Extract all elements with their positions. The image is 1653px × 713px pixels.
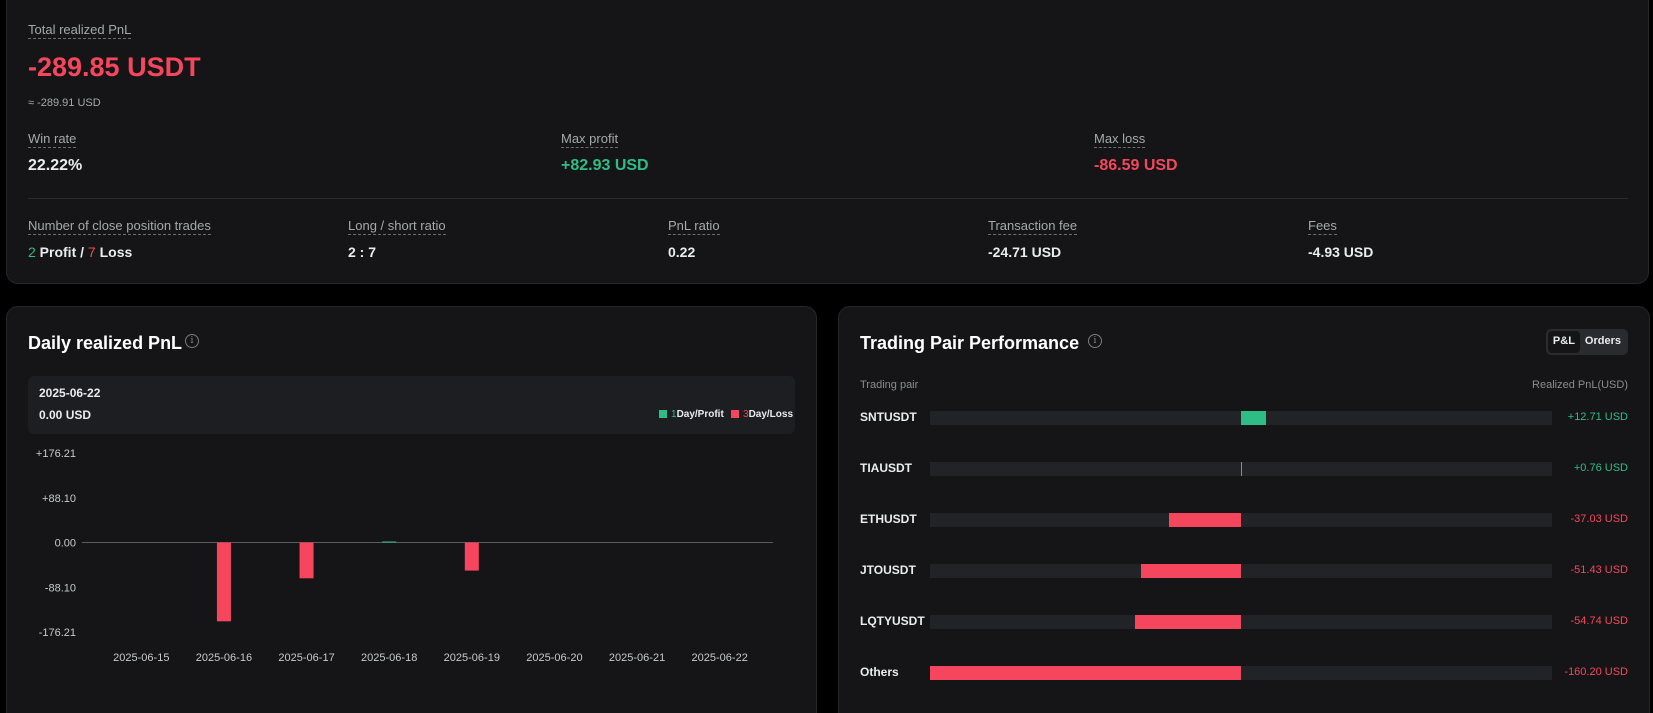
pair-bar-fill	[1241, 411, 1266, 425]
close-trades-value: 2 Profit / 7 Loss	[28, 244, 132, 260]
total-realized-pnl-label[interactable]: Total realized PnL	[28, 22, 132, 39]
daily-pnl-chart[interactable]: +176.21 +88.10 0.00 -88.10 -176.21 2025-06-15…	[7, 437, 818, 667]
toggle-orders[interactable]: Orders	[1584, 335, 1621, 347]
max-loss-label[interactable]: Max loss	[1094, 131, 1146, 148]
pl-orders-toggle: P&L Orders	[1545, 329, 1628, 355]
trading-pair-title: Trading Pair Performance	[860, 333, 1080, 353]
tooltip-value: 0.00 USD	[39, 408, 92, 422]
pnl-bar	[382, 541, 397, 543]
pair-bar-track	[930, 615, 1552, 629]
legend-profit[interactable]: 1Day/Profit	[659, 409, 724, 420]
pair-name[interactable]: Others	[860, 665, 899, 679]
tooltip-date: 2025-06-22	[39, 386, 101, 400]
x-tick-label: 2025-06-15	[113, 652, 169, 664]
summary-divider	[28, 198, 1628, 199]
pair-pnl-value: -54.74 USD	[1570, 615, 1628, 627]
profit-trades-count: 2	[28, 244, 36, 260]
fees-label[interactable]: Fees	[1308, 218, 1337, 235]
x-tick-label: 2025-06-21	[609, 652, 665, 664]
transaction-fee-label[interactable]: Transaction fee	[988, 218, 1078, 235]
close-trades-label[interactable]: Number of close position trades	[28, 218, 211, 235]
total-realized-pnl-value: -289.85 USDT	[28, 52, 201, 82]
pair-pnl-value: +0.76 USD	[1573, 462, 1628, 474]
max-profit-value: +82.93 USD	[561, 157, 649, 174]
total-realized-pnl-usd: ≈ -289.91 USD	[28, 97, 101, 109]
col-realized-pnl: Realized PnL(USD)	[1532, 379, 1628, 391]
pair-bar-track	[930, 666, 1552, 680]
legend-profit-text: Day/Profit	[676, 409, 724, 420]
pnl-summary-card: Total realized PnL -289.85 USDT ≈ -289.9…	[6, 0, 1649, 284]
win-rate-label[interactable]: Win rate	[28, 131, 77, 148]
col-trading-pair: Trading pair	[860, 379, 919, 391]
info-icon[interactable]: i	[185, 334, 199, 348]
legend-loss[interactable]: 3Day/Loss	[731, 409, 793, 420]
daily-pnl-card: Daily realized PnL i 2025-06-22 0.00 USD…	[6, 306, 817, 713]
pnl-ratio-value: 0.22	[668, 244, 696, 260]
legend-loss-swatch	[731, 410, 739, 418]
pair-bar-fill	[1241, 462, 1243, 476]
pair-pnl-value: -37.03 USD	[1570, 513, 1628, 525]
pnl-bar	[299, 542, 314, 579]
long-short-ratio-label[interactable]: Long / short ratio	[348, 218, 446, 235]
max-loss-value: -86.59 USD	[1094, 157, 1178, 174]
toggle-pl[interactable]: P&L	[1547, 331, 1580, 353]
pair-name[interactable]: TIAUSDT	[860, 461, 912, 475]
y-tick-label: -176.21	[39, 627, 76, 639]
long-short-ratio-value: 2 : 7	[348, 244, 377, 260]
profit-trades-text: Profit /	[35, 244, 88, 260]
win-rate-value: 22.22%	[28, 157, 83, 174]
pair-bar-track	[930, 513, 1552, 527]
x-tick-label: 2025-06-18	[361, 652, 417, 664]
max-profit-label[interactable]: Max profit	[561, 131, 619, 148]
pnl-bar	[216, 542, 231, 622]
pair-bar-fill	[930, 666, 1241, 680]
pnl-bar	[464, 542, 479, 571]
pair-pnl-value: +12.71 USD	[1567, 411, 1628, 423]
legend-profit-count: 1	[671, 409, 677, 420]
legend-loss-text: Day/Loss	[748, 409, 794, 420]
y-tick-label: 0.00	[55, 538, 76, 550]
x-tick-label: 2025-06-20	[526, 652, 582, 664]
pair-bar-track	[930, 411, 1552, 425]
y-tick-label: -88.10	[45, 582, 76, 594]
pair-bar-track	[930, 564, 1552, 578]
pair-pnl-value: -160.20 USD	[1564, 666, 1628, 678]
pair-bar-fill	[1169, 513, 1241, 527]
x-tick-label: 2025-06-17	[278, 652, 334, 664]
pair-bar-track	[930, 462, 1552, 476]
transaction-fee-value: -24.71 USD	[988, 244, 1062, 260]
legend-profit-swatch	[659, 410, 667, 418]
loss-trades-text: Loss	[95, 244, 133, 260]
x-tick-label: 2025-06-16	[196, 652, 252, 664]
y-tick-label: +176.21	[36, 448, 76, 460]
pair-name[interactable]: ETHUSDT	[860, 512, 917, 526]
legend-loss-count: 3	[743, 409, 749, 420]
pair-bar-fill	[1134, 615, 1241, 629]
x-tick-label: 2025-06-19	[444, 652, 500, 664]
y-tick-label: +88.10	[42, 493, 76, 505]
daily-pnl-tooltip: 2025-06-22 0.00 USD 1Day/Profit 3Day/Los…	[28, 376, 795, 434]
fees-value: -4.93 USD	[1308, 244, 1374, 260]
trading-pair-performance-card: Trading Pair Performance i P&L Orders Tr…	[838, 306, 1650, 713]
pair-name[interactable]: JTOUSDT	[860, 563, 916, 577]
pair-bar-fill	[1141, 564, 1241, 578]
loss-trades-count: 7	[87, 244, 96, 260]
pnl-ratio-label[interactable]: PnL ratio	[668, 218, 720, 235]
x-tick-label: 2025-06-22	[692, 652, 748, 664]
pair-name[interactable]: SNTUSDT	[860, 410, 917, 424]
pair-pnl-value: -51.43 USD	[1570, 564, 1628, 576]
pair-name[interactable]: LQTYUSDT	[860, 614, 925, 628]
daily-pnl-title: Daily realized PnL	[28, 333, 183, 353]
info-icon[interactable]: i	[1088, 334, 1102, 348]
